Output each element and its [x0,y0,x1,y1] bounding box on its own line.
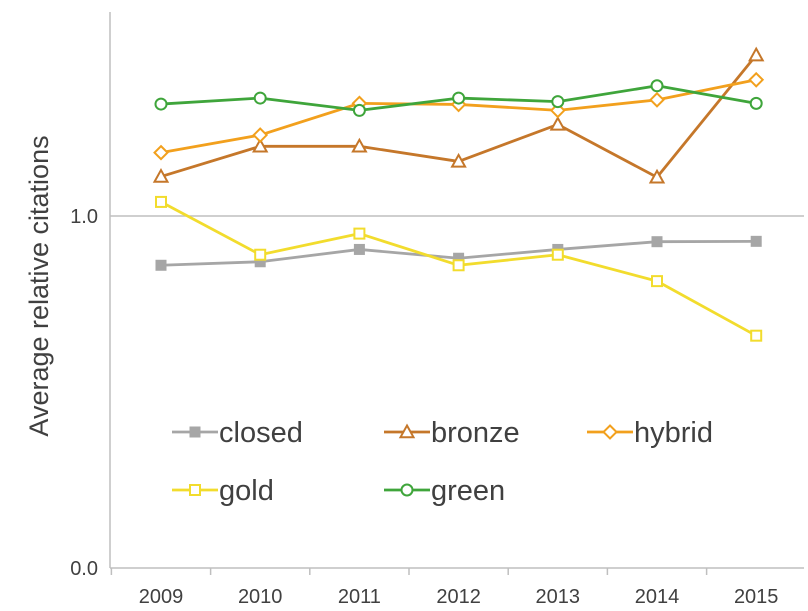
legend-marker-gold [189,484,201,496]
data-point-gold [651,275,663,288]
data-point-gold [750,329,763,342]
data-point-green [352,103,366,117]
x-tick-labels: 2009 2010 2011 2012 2013 2014 2015 [139,586,779,608]
data-point-hybrid [252,127,269,143]
data-point-gold [254,248,267,261]
legend-marker-hybrid [602,424,618,440]
data-point-bronze [648,168,666,184]
series-bronze [152,46,765,184]
data-point-bronze [252,137,269,153]
legend-label-closed: closed [219,417,303,449]
series-gold [155,195,763,342]
legend-label-hybrid: hybrid [634,417,713,449]
data-point-bronze [549,115,566,131]
series-line-hybrid [160,78,757,155]
legend-label-green: green [431,475,505,507]
data-point-hybrid [153,144,169,161]
y-tick-labels: 0.0 1.0 [70,206,98,580]
legend-label-gold: gold [219,475,274,507]
data-point-bronze [748,46,765,62]
legend: closed bronze hybrid gold green [172,417,713,507]
data-point-bronze [152,168,170,183]
data-point-closed [155,259,167,271]
x-tick-label: 2012 [436,586,481,608]
legend-item-closed: closed [172,417,303,449]
plot-area: 2009 2010 2011 2012 2013 2014 2015 0.0 1.0 [70,12,804,608]
x-tick-label: 2010 [238,586,283,608]
data-point-bronze [351,137,368,153]
series-layer [152,46,765,342]
legend-item-bronze: bronze [384,417,520,449]
y-tick-label: 1.0 [70,206,98,228]
legend-item-hybrid: hybrid [587,417,713,449]
data-point-gold [155,195,167,208]
legend-marker-closed [189,426,201,438]
data-point-green [452,91,466,105]
x-tick-label: 2011 [338,586,381,608]
y-tick-label: 0.0 [70,558,98,580]
data-point-green [650,79,664,93]
data-point-green [253,91,267,105]
legend-item-green: green [384,475,505,507]
y-axis-label: Average relative citations [24,135,54,436]
x-tick-label: 2009 [139,586,184,608]
data-point-green [551,95,565,109]
data-point-closed [750,235,762,247]
series-green [154,79,763,117]
legend-marker-bronze [398,423,416,439]
data-point-closed [353,243,365,255]
legend-marker-green [400,483,414,497]
data-point-hybrid [748,71,765,88]
data-point-bronze [450,152,467,168]
legend-item-gold: gold [172,475,274,507]
x-tick-label: 2014 [635,586,680,608]
data-point-gold [452,259,465,272]
data-point-gold [551,248,564,261]
data-point-closed [651,236,663,248]
x-tick-label: 2013 [536,586,581,608]
data-point-hybrid [649,91,665,108]
x-tick-label: 2015 [734,586,779,608]
data-point-gold [353,227,366,240]
series-hybrid [153,71,765,161]
data-point-green [154,97,168,111]
data-point-green [749,96,763,110]
x-tick-marks [110,568,708,575]
legend-label-bronze: bronze [431,417,520,449]
